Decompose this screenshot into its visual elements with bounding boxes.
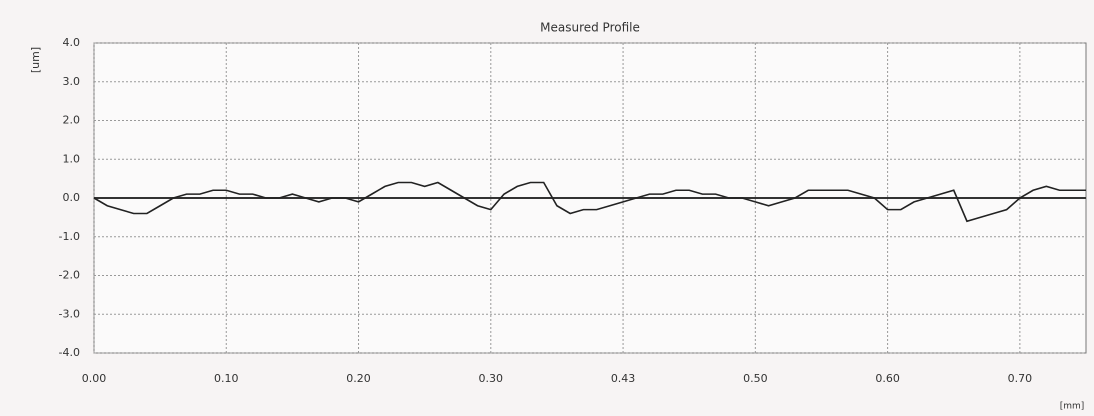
profile-line	[93, 181, 1086, 223]
y-tick-label: 3.0	[63, 75, 81, 88]
y-tick-label: -3.0	[59, 307, 80, 320]
x-tick-label: 0.20	[346, 372, 371, 385]
x-tick-label: 0.00	[82, 372, 107, 385]
x-tick-label: 0.70	[1008, 372, 1033, 385]
y-tick-label: 1.0	[63, 152, 81, 165]
y-tick-label: -1.0	[59, 230, 80, 243]
x-tick-label: 0.10	[214, 372, 239, 385]
y-tick-label: -4.0	[59, 346, 80, 359]
x-tick-label: 0.30	[479, 372, 504, 385]
y-tick-label: 2.0	[63, 114, 81, 127]
x-axis-label: [mm]	[1060, 402, 1085, 412]
y-tick-label: 0.0	[63, 191, 81, 204]
x-tick-label: 0.50	[743, 372, 768, 385]
y-axis-label: [um]	[29, 47, 42, 73]
y-tick-label: 4.0	[63, 36, 81, 49]
y-tick-label: -2.0	[59, 269, 80, 282]
x-tick-label: 0.43	[611, 372, 636, 385]
x-tick-label: 0.60	[875, 372, 900, 385]
chart-title: Measured Profile	[540, 21, 640, 35]
